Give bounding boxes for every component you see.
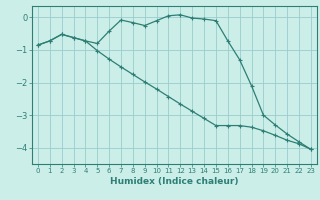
X-axis label: Humidex (Indice chaleur): Humidex (Indice chaleur) — [110, 177, 239, 186]
